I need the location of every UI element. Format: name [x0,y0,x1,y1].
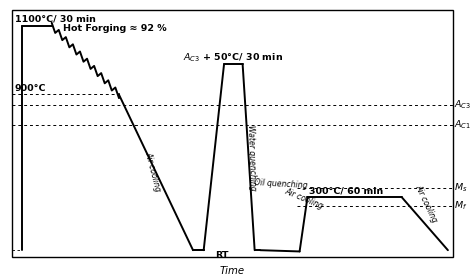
Text: Hot Forging ≈ 92 %: Hot Forging ≈ 92 % [63,24,167,32]
Text: Air cooling: Air cooling [414,184,439,224]
Text: RT: RT [216,251,229,260]
Text: $A_{C1}$: $A_{C1}$ [454,118,471,131]
Text: $A_{C3}$: $A_{C3}$ [454,98,471,111]
Text: 900°C: 900°C [15,84,46,93]
Text: $M_f$: $M_f$ [454,200,467,212]
Text: Time: Time [220,266,245,276]
Text: $M_s$: $M_s$ [454,182,467,194]
Text: 300°C/ 60 min: 300°C/ 60 min [309,187,383,196]
Text: Oil quenching: Oil quenching [255,178,308,190]
Text: Air cooling: Air cooling [144,151,163,193]
Text: Water quenching: Water quenching [246,125,257,191]
Text: $A_{C3}$ + 50°C/ 30 min: $A_{C3}$ + 50°C/ 30 min [183,51,283,64]
Text: Air cooling: Air cooling [283,187,324,211]
Text: 1100°C/ 30 min: 1100°C/ 30 min [15,15,95,24]
